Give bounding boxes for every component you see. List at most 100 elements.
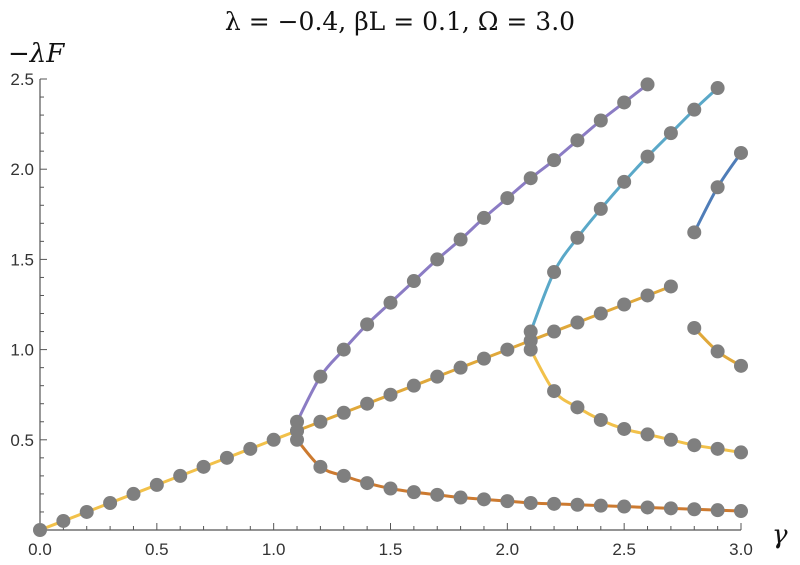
data-point bbox=[453, 490, 468, 505]
data-point bbox=[547, 384, 562, 399]
data-point bbox=[710, 503, 725, 518]
data-point bbox=[476, 351, 491, 366]
chart-title: λ = −0.4, βL = 0.1, Ω = 3.0 bbox=[225, 7, 575, 36]
data-point bbox=[383, 295, 398, 310]
data-point bbox=[593, 498, 608, 513]
data-point bbox=[570, 230, 585, 245]
data-point bbox=[734, 358, 748, 373]
series-line-5 bbox=[529, 348, 743, 454]
data-point bbox=[103, 495, 118, 510]
data-point bbox=[734, 145, 748, 160]
y-axis-label: −λF bbox=[8, 39, 65, 69]
series-line-4 bbox=[529, 86, 720, 334]
series-line-0 bbox=[38, 429, 299, 532]
data-point bbox=[640, 77, 655, 92]
data-point bbox=[687, 320, 702, 335]
y-tick-label: 1.0 bbox=[10, 341, 34, 360]
data-point bbox=[734, 445, 748, 460]
data-point bbox=[360, 317, 375, 332]
data-point bbox=[430, 252, 445, 267]
data-point bbox=[593, 412, 608, 427]
data-point bbox=[617, 297, 632, 312]
data-point bbox=[453, 232, 468, 247]
series-line-2 bbox=[295, 438, 743, 513]
data-point bbox=[126, 486, 141, 501]
data-point bbox=[547, 324, 562, 339]
data-point bbox=[149, 477, 164, 492]
data-point bbox=[593, 306, 608, 321]
data-point bbox=[617, 499, 632, 514]
x-tick-label: 3.0 bbox=[729, 540, 753, 559]
data-point bbox=[710, 441, 725, 456]
data-point bbox=[219, 450, 234, 465]
data-point bbox=[663, 501, 678, 516]
data-point bbox=[500, 494, 515, 509]
data-point bbox=[734, 504, 748, 519]
series-curves bbox=[38, 82, 743, 532]
data-point bbox=[687, 438, 702, 453]
data-point bbox=[360, 476, 375, 491]
data-point bbox=[500, 191, 515, 206]
data-point bbox=[313, 369, 328, 384]
data-point bbox=[336, 405, 351, 420]
data-point bbox=[547, 496, 562, 511]
y-tick-label: 2.0 bbox=[10, 160, 34, 179]
x-tick-label: 1.5 bbox=[379, 540, 403, 559]
data-point bbox=[173, 468, 188, 483]
data-point bbox=[313, 459, 328, 474]
y-tick-label: 0.5 bbox=[10, 431, 34, 450]
data-point bbox=[243, 441, 258, 456]
x-tick-label: 2.0 bbox=[496, 540, 520, 559]
y-tick-label: 1.5 bbox=[10, 250, 34, 269]
data-point bbox=[406, 378, 421, 393]
data-point bbox=[593, 201, 608, 216]
data-point bbox=[523, 324, 538, 339]
data-point bbox=[617, 421, 632, 436]
data-point bbox=[266, 432, 281, 447]
data-point bbox=[640, 288, 655, 303]
data-point bbox=[406, 274, 421, 289]
data-point bbox=[617, 174, 632, 189]
data-point bbox=[290, 423, 305, 438]
x-tick-label: 2.5 bbox=[612, 540, 636, 559]
data-point bbox=[640, 427, 655, 442]
axes: 0.0 0.5 1.0 1.5 2.0 2.5 3.0 0.5 1.0 1.5 2.0 2.5 bbox=[10, 70, 752, 559]
x-tick-label: 0.0 bbox=[28, 540, 52, 559]
x-tick-label: 0.5 bbox=[145, 540, 169, 559]
data-point bbox=[313, 414, 328, 429]
data-point bbox=[383, 481, 398, 496]
data-point bbox=[523, 495, 538, 510]
data-point bbox=[79, 504, 94, 519]
x-tick-label: 1.0 bbox=[262, 540, 286, 559]
data-point bbox=[663, 432, 678, 447]
series-points bbox=[33, 77, 748, 537]
data-point bbox=[500, 342, 515, 357]
data-point bbox=[687, 502, 702, 517]
data-point bbox=[617, 95, 632, 110]
data-point bbox=[547, 153, 562, 168]
data-point bbox=[430, 487, 445, 502]
y-tick-label: 2.5 bbox=[10, 70, 34, 89]
data-point bbox=[476, 492, 491, 507]
data-point bbox=[570, 315, 585, 330]
data-point bbox=[570, 133, 585, 148]
data-point bbox=[336, 468, 351, 483]
data-point bbox=[687, 102, 702, 117]
data-point bbox=[593, 113, 608, 128]
data-point bbox=[430, 369, 445, 384]
data-point bbox=[710, 344, 725, 359]
data-point bbox=[453, 360, 468, 375]
data-point bbox=[56, 513, 71, 528]
data-point bbox=[640, 500, 655, 515]
data-point bbox=[33, 523, 47, 537]
data-point bbox=[710, 81, 725, 96]
data-point bbox=[663, 126, 678, 141]
data-point bbox=[383, 387, 398, 402]
data-point bbox=[663, 279, 678, 294]
series-line-1 bbox=[295, 82, 650, 424]
data-point bbox=[687, 225, 702, 240]
data-point bbox=[476, 210, 491, 225]
data-point bbox=[570, 497, 585, 512]
data-point bbox=[523, 171, 538, 186]
data-point bbox=[710, 180, 725, 195]
